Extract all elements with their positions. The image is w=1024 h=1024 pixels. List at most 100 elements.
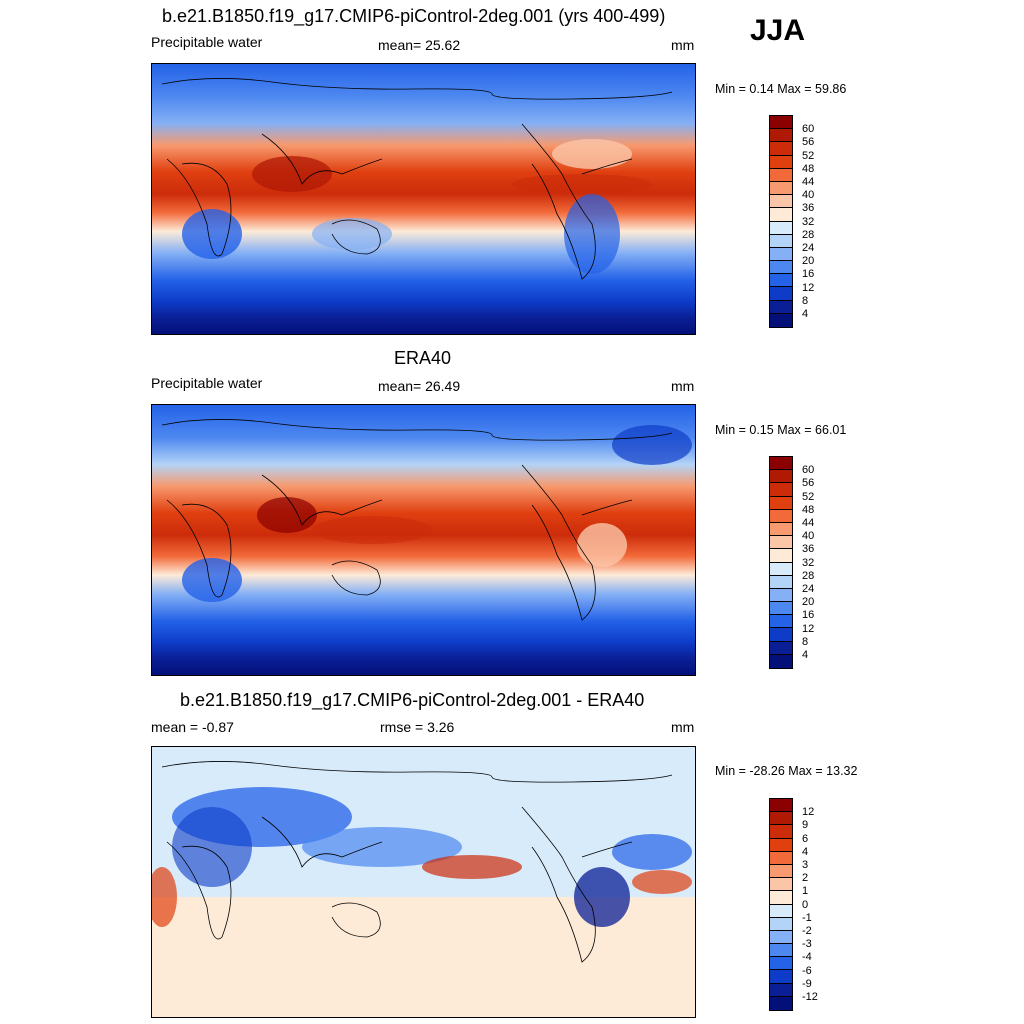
panel-2-variable-label: Precipitable water [151,375,263,391]
panel-3-units-label: mm [671,719,695,735]
colorbar-swatch [770,247,792,262]
colorbar-swatch [770,864,792,879]
colorbar-tick-label: 44 [802,176,815,188]
colorbar-tick-label: 36 [802,543,815,556]
colorbar-tick-label: 48 [802,503,815,516]
colorbar-tick-label: 6 [802,832,809,845]
panel-1-variable-label: Precipitable water [151,34,263,50]
colorbar-swatch [770,917,792,931]
colorbar-swatch [770,549,792,563]
colorbar-swatch [770,654,792,668]
panel-3-mean-label: mean = -0.87 [151,719,234,735]
colorbar-swatch [770,221,792,235]
colorbar-tick-label: 4 [802,649,809,661]
panel-3-map [151,746,696,1018]
colorbar-tick-label: 4 [802,845,809,858]
colorbar-tick-label: 4 [802,308,809,320]
colorbar-tick-label: 8 [802,635,809,648]
colorbar-tick-label: 12 [802,622,815,635]
colorbar-swatch [770,208,792,222]
colorbar-swatch [770,812,792,826]
colorbar-swatch [770,261,792,275]
colorbar-tick-label: 44 [802,517,815,529]
colorbar-tick-label: 36 [802,202,815,215]
colorbar-tick-label: 20 [802,596,815,609]
colorbar-tick-label: 8 [802,294,809,307]
colorbar-swatch [770,129,792,143]
colorbar-tick-label: -6 [802,964,812,977]
panel-2-minmax: Min = 0.15 Max = 66.01 [715,423,847,437]
colorbar-swatch [770,602,792,616]
colorbar-swatch [770,181,792,196]
colorbar-tick-label: 0 [802,898,809,911]
colorbar-swatch [770,313,792,327]
panel-2-units-label: mm [671,378,695,394]
colorbar-tick-label: 12 [802,281,815,294]
panel-2-coastlines [161,419,673,621]
colorbar-tick-label: 3 [802,859,809,871]
colorbar-swatch [770,930,792,945]
colorbar-tick-label: 40 [802,189,815,202]
colorbar-tick-label: 24 [802,583,815,595]
colorbar-tick-label: 52 [802,149,815,162]
colorbar-swatch [770,878,792,892]
panel-1-minmax: Min = 0.14 Max = 59.86 [715,82,847,96]
colorbar-tick-label: 32 [802,215,815,228]
colorbar-swatch [770,483,792,497]
colorbar-swatch [770,155,792,169]
colorbar-tick-label: -1 [802,911,812,924]
panel-3-rmse-label: rmse = 3.26 [380,719,455,735]
colorbar-swatch [770,944,792,958]
colorbar-swatch [770,536,792,550]
colorbar-tick-label: -4 [802,951,812,964]
panel-3-colorbar [769,798,793,1011]
panel-1-units-label: mm [671,37,695,53]
colorbar-tick-label: 52 [802,490,815,503]
colorbar-swatch [770,957,792,971]
colorbar-tick-label: -12 [802,991,818,1003]
panel-2-title: ERA40 [394,348,452,368]
colorbar-tick-label: 48 [802,162,815,175]
colorbar-swatch [770,628,792,642]
colorbar-swatch [770,904,792,918]
colorbar-tick-label: 1 [802,885,809,898]
colorbar-swatch [770,891,792,905]
panel-3-title: b.e21.B1850.f19_g17.CMIP6-piControl-2deg… [180,690,645,710]
colorbar-swatch [770,287,792,301]
colorbar-tick-label: 16 [802,609,815,622]
colorbar-swatch [770,509,792,523]
panel-1-coastlines [161,78,673,280]
colorbar-tick-label: 40 [802,530,815,543]
colorbar-tick-label: 56 [802,477,815,490]
colorbar-swatch [770,575,792,589]
panel-1-colorbar [769,115,793,328]
colorbar-swatch [770,496,792,510]
colorbar-swatch [770,615,792,629]
colorbar-tick-label: 56 [802,136,815,149]
panel-2-colorbar [769,456,793,669]
colorbar-tick-label: 20 [802,255,815,268]
colorbar-swatch [770,588,792,603]
colorbar-tick-label: 9 [802,819,809,832]
colorbar-swatch [770,234,792,248]
colorbar-swatch [770,970,792,984]
colorbar-tick-label: 60 [802,123,815,136]
colorbar-tick-label: 16 [802,268,815,281]
colorbar-swatch [770,142,792,156]
colorbar-swatch [770,195,792,209]
colorbar-tick-label: 32 [802,556,815,569]
colorbar-tick-label: 28 [802,569,815,582]
colorbar-swatch [770,641,792,655]
colorbar-swatch [770,562,792,576]
colorbar-tick-label: 28 [802,228,815,241]
panel-3-minmax: Min = -28.26 Max = 13.32 [715,764,858,778]
colorbar-tick-label: 2 [802,872,809,885]
panel-3-coastlines [161,761,673,963]
colorbar-tick-label: -2 [802,925,812,937]
colorbar-tick-label: -9 [802,977,812,990]
colorbar-tick-label: 12 [802,806,815,819]
colorbar-swatch [770,300,792,314]
panel-1-title: b.e21.B1850.f19_g17.CMIP6-piControl-2deg… [162,6,666,26]
colorbar-tick-label: -3 [802,938,812,951]
colorbar-swatch [770,799,792,813]
